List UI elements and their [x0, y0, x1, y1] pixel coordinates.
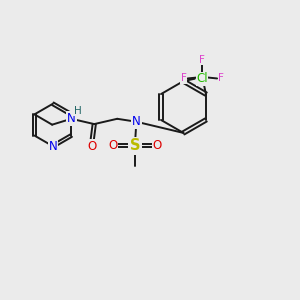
Text: O: O	[108, 140, 117, 152]
Text: O: O	[87, 140, 97, 153]
Text: O: O	[152, 140, 162, 152]
Text: F: F	[200, 55, 205, 64]
Text: H: H	[74, 106, 82, 116]
Text: N: N	[49, 140, 57, 153]
Text: F: F	[218, 74, 224, 83]
Text: F: F	[181, 74, 187, 83]
Text: Cl: Cl	[196, 72, 208, 85]
Text: N: N	[132, 115, 141, 128]
Text: S: S	[130, 138, 140, 153]
Text: N: N	[67, 112, 76, 125]
